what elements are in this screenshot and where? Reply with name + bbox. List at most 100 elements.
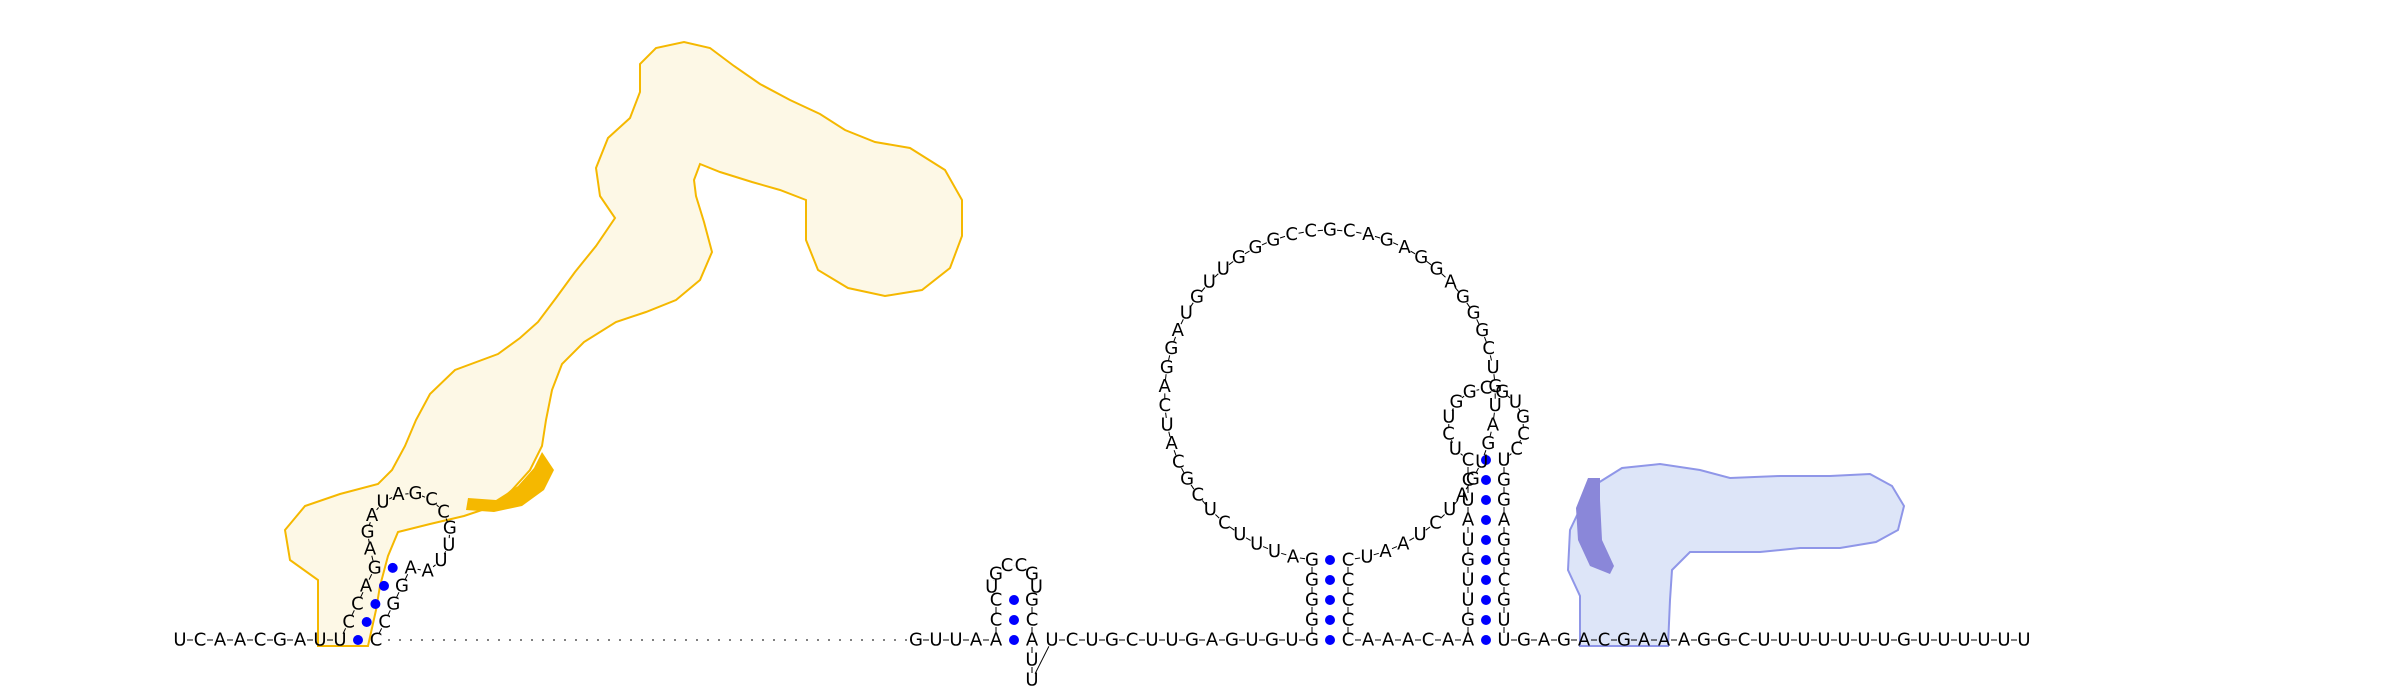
nucleotide-h1_loop-1: A [364, 538, 377, 559]
nucleotide-h1_loop-11: U [434, 550, 447, 571]
nucleotide-h3_loop-43: U [1475, 451, 1488, 472]
backbone-link [1173, 450, 1177, 456]
nucleotide-h3_loop-29: G [1380, 230, 1394, 251]
nucleotide-h3_loop-21: G [1232, 247, 1246, 268]
nucleotide-h1_stem3-5: C [370, 630, 383, 651]
nucleotide-h4_stem5-1: A [1462, 630, 1475, 651]
nucleotide-h3_loop-19: U [1203, 272, 1216, 293]
base-pair-h4_stem5-10 [1481, 455, 1491, 465]
backbone-link [1410, 250, 1416, 255]
backbone-link [368, 573, 373, 580]
base-pair-h2_stem5-3 [1009, 595, 1019, 605]
base-pair-h1-1 [353, 635, 363, 645]
nucleotide-start-8: U [313, 630, 326, 651]
nucleotide-h4_stem3-7: C [1498, 570, 1511, 591]
nucleotide-between12-2: U [929, 630, 942, 651]
nucleotide-h3_stem5-1: G [1305, 630, 1319, 651]
backbone-link [395, 591, 400, 598]
backbone-link [436, 504, 440, 508]
nucleotide-h1_loop-7: C [425, 489, 438, 510]
nucleotide-h3_loop-42: G [1481, 433, 1495, 454]
backbone-link [417, 568, 421, 571]
backbone-link [1489, 355, 1492, 361]
nucleotide-h3_loop-13: A [1159, 376, 1172, 397]
backbone-link [1228, 261, 1234, 266]
backbone-link [1261, 242, 1268, 246]
nucleotide-h1_stem3-1: A [405, 557, 418, 578]
backbone-link [1356, 231, 1362, 234]
nucleotide-start-6: G [273, 630, 287, 651]
nucleotide-mid1-12: G [1265, 630, 1279, 651]
nucleotide-h2_stem3-5: U [1025, 670, 1038, 691]
backbone-link [1189, 302, 1194, 308]
nucleotide-end-23: U [1957, 630, 1970, 651]
nucleotide-h4_bulge-3: U [1442, 407, 1455, 428]
nucleotide-end-11: G [1717, 630, 1731, 651]
nucleotide-end-3: G [1557, 630, 1571, 651]
backbone-link [1440, 514, 1445, 519]
nucleotide-mid1-1: U [1045, 630, 1058, 651]
nucleotide-h2_stem3-2: C [1026, 610, 1039, 631]
nucleotide-h3_loop-33: A [1444, 272, 1457, 293]
nucleotide-h2_loop-6: U [1030, 576, 1043, 597]
nucleotide-mid1-3: U [1085, 630, 1098, 651]
backbone-link [1373, 552, 1379, 556]
nucleotide-h1_loop-9: G [443, 517, 457, 538]
nucleotide-h2_stem5-1: A [990, 630, 1003, 651]
nucleotide-h1_loop-4: U [376, 492, 389, 513]
base-pair-h1-2 [361, 617, 372, 627]
nucleotide-end-18: U [1857, 630, 1870, 651]
backbone-link [443, 551, 447, 555]
nucleotide-h1_stem3-2: G [395, 575, 409, 596]
nucleotide-h3_loop-5: C [1218, 512, 1231, 533]
backbone-link [1374, 235, 1381, 239]
backbone-link [445, 518, 448, 522]
base-pair-h3_stem5-1 [1325, 635, 1335, 645]
nucleotide-h3_stem3-5: C [1342, 630, 1355, 651]
nucleotide-h1_loop-2: G [361, 521, 375, 542]
nucleotide-h3_loop-46: U [1443, 499, 1456, 520]
orange-highlight-region [283, 40, 963, 647]
nucleotide-h2_stem3-4: U [1025, 650, 1038, 671]
nucleotide-end-19: U [1877, 630, 1890, 651]
nucleotide-h3_loop-20: U [1217, 258, 1230, 279]
nucleotide-end-10: G [1697, 630, 1711, 651]
highlight-layer [283, 40, 1906, 647]
nucleotide-end-2: A [1538, 630, 1551, 651]
backbone-layer [187, 229, 2017, 674]
base-pair-h4_stem5-6 [1481, 535, 1491, 545]
nucleotide-mid2-1: A [1362, 630, 1375, 651]
nucleotide-mid2-2: A [1382, 630, 1395, 651]
base-pair-layer [353, 455, 1491, 645]
nucleotide-h2_stem3-1: G [1025, 590, 1039, 611]
backbone-link [1454, 287, 1459, 292]
nucleotide-h1_stem3-4: C [378, 612, 391, 633]
blue-highlight-region [1566, 462, 1906, 647]
base-pair-h3_stem5-3 [1325, 595, 1335, 605]
backbone-link [1466, 302, 1471, 308]
backbone-link [1489, 431, 1492, 437]
nucleotide-h1_loop-6: G [409, 483, 423, 504]
backbone-link [1518, 408, 1521, 412]
nucleotide-h1_stem5-4: A [360, 575, 373, 596]
nucleotide-h3_loop-50: A [1379, 541, 1392, 562]
backbone-link [1460, 453, 1464, 456]
nucleotide-h4_stem3-9: U [1497, 610, 1510, 631]
nucleotide-h3_loop-30: A [1398, 237, 1411, 258]
nucleotide-h3_loop-3: U [1250, 533, 1263, 554]
nucleotide-h3_loop-51: U [1360, 546, 1373, 567]
nucleotide-h1_stem5-3: C [351, 594, 364, 615]
nucleotide-end-25: U [1997, 630, 2010, 651]
nucleotide-end-15: U [1797, 630, 1810, 651]
nucleotide-start-7: A [294, 630, 307, 651]
nucleotide-h2_loop-2: G [989, 563, 1003, 584]
nucleotide-end-13: U [1757, 630, 1770, 651]
nucleotide-h3_loop-4: U [1233, 524, 1246, 545]
backbone-link [432, 564, 436, 568]
backbone-link [389, 497, 393, 500]
nucleotide-mid1-7: U [1165, 630, 1178, 651]
backbone-link [1354, 557, 1361, 560]
nucleotide-h1_loop-12: A [422, 561, 435, 582]
nucleotide-h2_loop-3: C [1001, 555, 1014, 576]
